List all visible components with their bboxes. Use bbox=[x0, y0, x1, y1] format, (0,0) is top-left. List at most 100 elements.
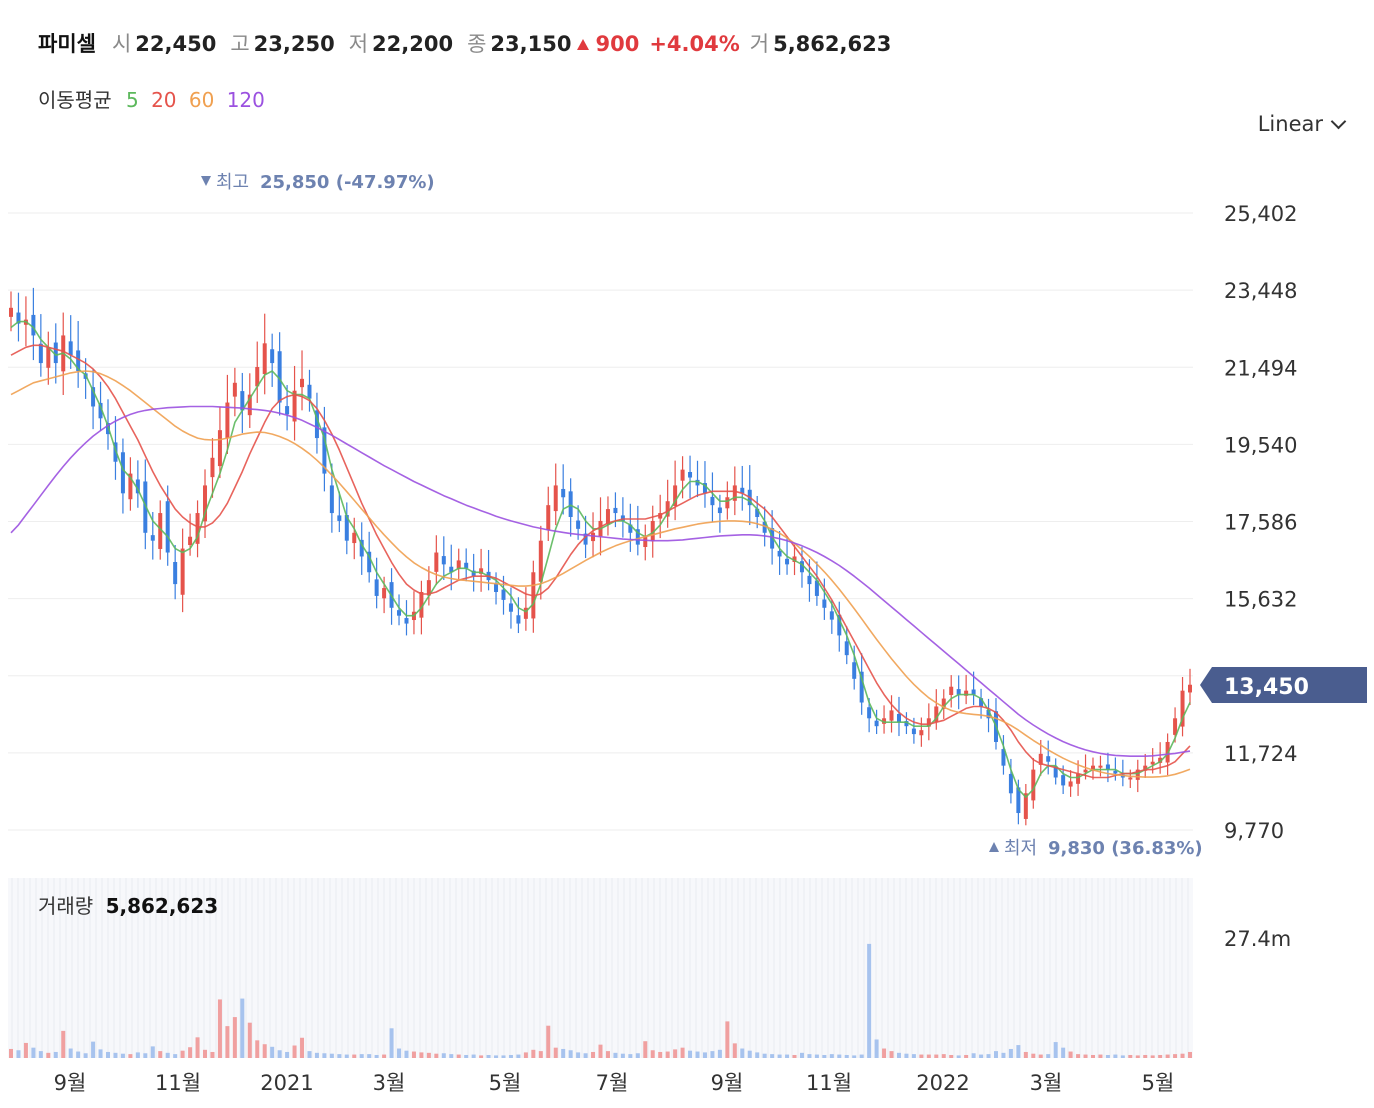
volume-bar bbox=[673, 1049, 678, 1058]
volume-bar bbox=[382, 1054, 387, 1058]
volume-bar bbox=[979, 1054, 984, 1058]
volume-bar bbox=[456, 1054, 461, 1058]
candle-body bbox=[867, 707, 872, 719]
volume-bar bbox=[494, 1055, 499, 1058]
volume-bar bbox=[620, 1053, 625, 1058]
volume-bar bbox=[217, 999, 222, 1058]
candle-body bbox=[1113, 770, 1118, 774]
volume-bar bbox=[143, 1053, 148, 1058]
change-value: 900 bbox=[595, 32, 640, 56]
ma-60-legend[interactable]: 60 bbox=[188, 88, 215, 112]
low-label: 저 bbox=[348, 32, 369, 56]
volume-bar bbox=[106, 1051, 111, 1058]
volume-bar bbox=[352, 1054, 357, 1058]
moving-average-legend: 이동평균 5 20 60 120 bbox=[38, 84, 271, 113]
ma-120-legend[interactable]: 120 bbox=[226, 88, 265, 112]
volume-bar bbox=[404, 1050, 409, 1058]
candle-body bbox=[1105, 764, 1110, 770]
candle-body bbox=[755, 508, 760, 518]
candle-body bbox=[777, 550, 782, 557]
volume-bar bbox=[240, 998, 245, 1058]
volume-bar bbox=[822, 1054, 827, 1058]
volume-bar bbox=[941, 1054, 946, 1058]
volume-bar bbox=[322, 1053, 327, 1058]
ma-5-legend[interactable]: 5 bbox=[125, 88, 139, 112]
volume-bar bbox=[658, 1051, 663, 1058]
volume-bar bbox=[807, 1054, 812, 1058]
volume-bar bbox=[993, 1051, 998, 1058]
candle-body bbox=[799, 561, 804, 573]
candle-body bbox=[613, 507, 618, 514]
candle-body bbox=[1038, 753, 1043, 765]
volume-bar bbox=[725, 1021, 730, 1058]
volume-bar bbox=[225, 1026, 230, 1058]
volume-bar bbox=[710, 1051, 715, 1058]
candle-body bbox=[941, 698, 946, 709]
volume-bar bbox=[53, 1051, 58, 1058]
volume-bar bbox=[188, 1047, 193, 1058]
volume-bar bbox=[859, 1054, 864, 1058]
volume-bar bbox=[1188, 1051, 1192, 1058]
volume-bar bbox=[516, 1054, 521, 1058]
volume-bar bbox=[1038, 1054, 1043, 1058]
candle-body bbox=[232, 382, 237, 397]
candle-body bbox=[464, 562, 469, 569]
candle-body bbox=[434, 552, 439, 572]
candle-body bbox=[561, 488, 566, 498]
volume-bar bbox=[613, 1052, 618, 1058]
volume-bar bbox=[329, 1053, 334, 1058]
candle-body bbox=[374, 579, 379, 596]
candle-body bbox=[1150, 761, 1155, 765]
change-percent: +4.04% bbox=[649, 32, 740, 56]
candle-body bbox=[889, 710, 894, 721]
volume-bar bbox=[553, 1047, 558, 1058]
candle-body bbox=[732, 485, 737, 501]
candle-body bbox=[16, 312, 21, 324]
volume-bar bbox=[270, 1046, 275, 1058]
candle-body bbox=[934, 706, 939, 722]
volume-bar bbox=[337, 1054, 342, 1058]
volume-bar bbox=[1016, 1045, 1021, 1058]
volume-bar bbox=[180, 1050, 185, 1058]
volume-bar bbox=[1023, 1051, 1028, 1058]
volume-bar bbox=[680, 1047, 685, 1058]
candle-body bbox=[135, 479, 140, 494]
candle-body bbox=[158, 513, 163, 549]
current-price-tag-shape bbox=[1200, 667, 1367, 703]
candle-body bbox=[441, 556, 446, 565]
candle-body bbox=[695, 479, 700, 486]
volume-bar bbox=[591, 1051, 596, 1058]
candle-body bbox=[38, 343, 43, 364]
candle-body bbox=[837, 614, 842, 636]
candle-body bbox=[314, 410, 319, 439]
volume-panel-title: 거래량 5,862,623 bbox=[38, 890, 218, 919]
candle-body bbox=[180, 548, 185, 595]
volume-bar bbox=[650, 1050, 655, 1058]
candle-body bbox=[46, 347, 51, 368]
volume-bar bbox=[1180, 1053, 1185, 1058]
volume-bar bbox=[83, 1053, 88, 1058]
candle-body bbox=[247, 394, 252, 416]
volume-bar bbox=[792, 1054, 797, 1058]
candle-body bbox=[262, 343, 267, 375]
volume-y-tick-label: 27.4m bbox=[1224, 927, 1291, 951]
scale-dropdown[interactable]: Linear bbox=[1258, 112, 1347, 136]
volume-bar bbox=[635, 1053, 640, 1058]
candle-body bbox=[852, 662, 857, 679]
candle-body bbox=[882, 718, 887, 724]
candle-body bbox=[449, 566, 454, 573]
volume-bar bbox=[38, 1051, 43, 1058]
candle-body bbox=[1128, 777, 1133, 780]
volume-bar bbox=[538, 1051, 543, 1058]
moving-average-120-line bbox=[10, 405, 1191, 758]
ma-20-legend[interactable]: 20 bbox=[151, 88, 177, 112]
volume-bar bbox=[964, 1054, 969, 1058]
candle-body bbox=[702, 483, 707, 494]
x-tick-label: 11월 bbox=[155, 1071, 201, 1095]
candle-body bbox=[717, 507, 722, 514]
volume-bar bbox=[1120, 1055, 1125, 1058]
volume-bar bbox=[359, 1054, 364, 1058]
candle-body bbox=[822, 599, 827, 608]
candle-body bbox=[471, 570, 476, 577]
